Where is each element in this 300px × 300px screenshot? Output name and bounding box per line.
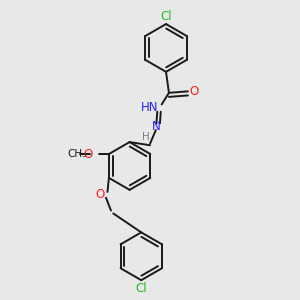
Text: O: O	[95, 188, 104, 201]
Text: N: N	[152, 120, 160, 133]
Text: CH₃: CH₃	[67, 149, 86, 159]
Text: HN: HN	[141, 101, 158, 114]
Text: H: H	[142, 132, 150, 142]
Text: O: O	[189, 85, 199, 98]
Text: Cl: Cl	[135, 282, 147, 295]
Text: O: O	[84, 148, 93, 160]
Text: Cl: Cl	[160, 10, 172, 22]
